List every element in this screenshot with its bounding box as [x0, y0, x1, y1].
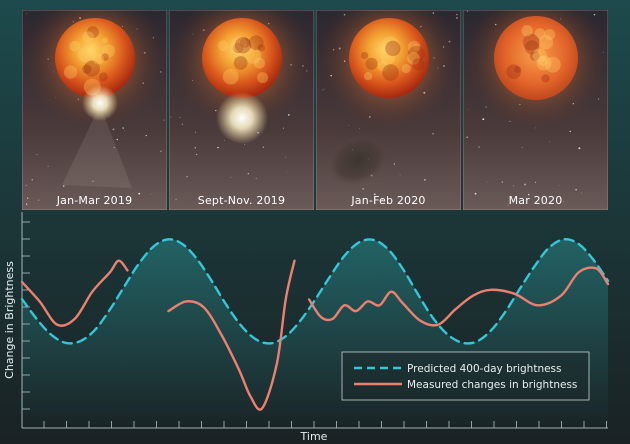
panel-label: Jan-Feb 2020	[350, 194, 425, 207]
legend-label-predicted: Predicted 400-day brightness	[407, 363, 562, 375]
y-axis-ticks	[22, 221, 30, 410]
measured-line-segment-3	[307, 266, 610, 327]
measured-line-segment-1	[20, 259, 129, 327]
ejected-plume	[62, 105, 132, 188]
surface-texture	[506, 24, 561, 83]
surface-texture	[361, 36, 426, 81]
predicted-line	[20, 238, 610, 345]
image-strip: Jan-Mar 2019 Sept-Nov. 2019 Jan-Feb 2020 Ma…	[22, 10, 608, 210]
legend: Predicted 400-day brightness Measured ch…	[341, 351, 590, 401]
bright-spot	[216, 92, 268, 144]
bright-spot	[82, 85, 118, 121]
x-axis-label: Time	[300, 430, 328, 443]
betelgeuse-star	[349, 18, 429, 98]
legend-label-measured: Measured changes in brightness	[407, 379, 577, 391]
panel-label: Jan-Mar 2019	[56, 194, 133, 207]
measured-line-segment-2	[167, 259, 296, 411]
panel-3	[316, 10, 461, 210]
legend-box	[341, 351, 590, 401]
surface-texture	[217, 35, 269, 85]
dust-cloud	[327, 134, 389, 186]
y-axis-label: Change in Brightness	[3, 261, 16, 379]
panel-label: Mar 2020	[509, 194, 563, 207]
panel-4	[463, 10, 608, 210]
panel-2	[169, 10, 314, 210]
betelgeuse-star	[55, 18, 135, 98]
panel-1	[22, 10, 167, 210]
x-axis-ticks	[43, 421, 607, 428]
brightness-chart: Change in Brightness Time Predicted 400-…	[3, 212, 610, 443]
series-layer	[20, 238, 610, 411]
betelgeuse-star	[494, 16, 578, 100]
panel-label: Sept-Nov. 2019	[198, 194, 285, 207]
series-predicted	[20, 238, 610, 345]
series-measured	[20, 259, 610, 411]
betelgeuse-star	[202, 18, 282, 98]
surface-texture	[63, 26, 116, 96]
